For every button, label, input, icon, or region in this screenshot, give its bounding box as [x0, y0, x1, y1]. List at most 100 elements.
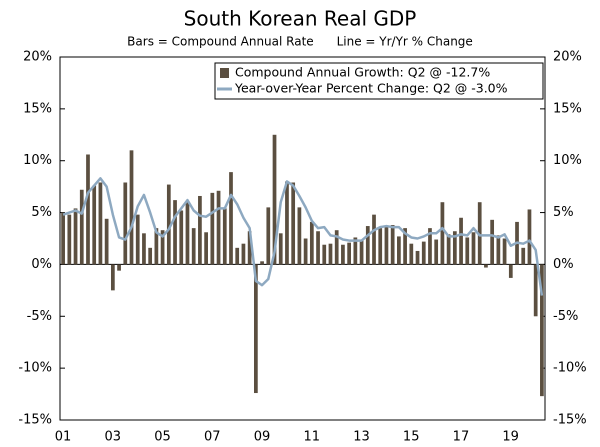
x-tick-label: 15: [403, 430, 420, 445]
y2-tick-label: -5%: [553, 309, 578, 324]
bar: [104, 218, 109, 265]
bar: [241, 243, 246, 265]
y-tick-label: -10%: [18, 361, 52, 376]
bar: [61, 212, 65, 265]
bar: [173, 200, 177, 265]
y-tick-label: 15%: [23, 101, 52, 116]
y-tick-label: -15%: [18, 413, 52, 428]
bar: [154, 228, 159, 265]
bar: [166, 184, 171, 265]
bar: [278, 233, 283, 265]
legend-box: [214, 62, 544, 100]
bar: [359, 239, 364, 265]
bar: [496, 235, 501, 265]
bar: [291, 182, 296, 265]
chart-subtitle: Bars = Compound Annual Rate Line = Yr/Yr…: [127, 35, 473, 49]
bar: [148, 247, 153, 265]
y-tick-label: 0%: [31, 257, 52, 272]
bar: [316, 231, 320, 265]
bar: [421, 241, 426, 265]
bar: [229, 172, 233, 265]
bar: [123, 182, 128, 265]
y-tick-label: 5%: [31, 205, 52, 220]
y-tick-label: -5%: [27, 309, 52, 324]
bar: [272, 134, 277, 265]
bar: [260, 261, 264, 265]
bar: [452, 231, 457, 265]
x-tick-label: 05: [154, 430, 171, 445]
bar: [428, 228, 432, 265]
bar: [254, 264, 258, 394]
bar: [477, 202, 482, 265]
bar: [297, 207, 302, 265]
x-tick-label: 19: [502, 430, 519, 445]
bar: [347, 242, 351, 265]
y-tick-label: 10%: [23, 153, 52, 168]
bar: [92, 185, 97, 265]
bar: [79, 189, 84, 265]
bar: [135, 214, 140, 265]
bar: [353, 237, 358, 265]
bar: [179, 210, 184, 265]
y-tick-label: 20%: [23, 50, 52, 65]
x-tick-label: 17: [453, 430, 470, 445]
bar: [465, 237, 470, 265]
bar: [484, 264, 488, 268]
legend-swatch: [220, 68, 229, 78]
bar: [86, 154, 90, 265]
y2-tick-label: 5%: [553, 205, 574, 220]
bar: [204, 232, 208, 265]
bar: [328, 243, 333, 265]
bar: [372, 214, 376, 265]
chart-title: South Korean Real GDP: [184, 7, 417, 31]
bar: [390, 225, 395, 265]
x-tick-label: 01: [55, 430, 72, 445]
bar: [235, 247, 240, 265]
bar: [117, 264, 121, 271]
bar: [403, 228, 407, 265]
bar: [415, 250, 420, 265]
y2-tick-label: -10%: [553, 361, 587, 376]
bar: [409, 243, 414, 265]
bar: [397, 236, 401, 265]
bar: [365, 226, 370, 265]
bar: [334, 230, 339, 265]
y2-tick-label: 20%: [553, 50, 582, 65]
x-tick-label: 13: [353, 430, 370, 445]
bar: [471, 232, 476, 265]
bar: [198, 195, 202, 265]
y2-tick-label: 0%: [553, 257, 574, 272]
bar: [490, 219, 495, 265]
bar: [285, 181, 289, 265]
bar: [446, 234, 451, 265]
bar: [378, 228, 383, 265]
bar: [216, 190, 221, 265]
bar: [440, 202, 445, 265]
line: [62, 177, 544, 296]
bar: [502, 238, 507, 265]
bar: [160, 230, 165, 265]
bar: [303, 238, 308, 265]
bar: [533, 264, 538, 317]
y2-tick-label: -15%: [553, 413, 587, 428]
bar: [527, 209, 532, 265]
bar: [309, 221, 314, 265]
bar: [98, 182, 103, 265]
bar: [384, 226, 389, 265]
bar: [222, 208, 227, 265]
legend-label: Compound Annual Growth: Q2 @ -12.7%: [235, 65, 490, 80]
bar: [110, 264, 115, 291]
bar: [247, 231, 252, 265]
bar: [210, 192, 215, 265]
y2-tick-label: 10%: [553, 153, 582, 168]
bar: [540, 264, 544, 397]
y2-tick-label: 15%: [553, 101, 582, 116]
bar: [459, 217, 463, 265]
x-tick-label: 11: [303, 430, 320, 445]
bar: [67, 214, 72, 265]
bar: [508, 264, 513, 278]
bar: [341, 244, 345, 265]
bar: [191, 228, 196, 265]
